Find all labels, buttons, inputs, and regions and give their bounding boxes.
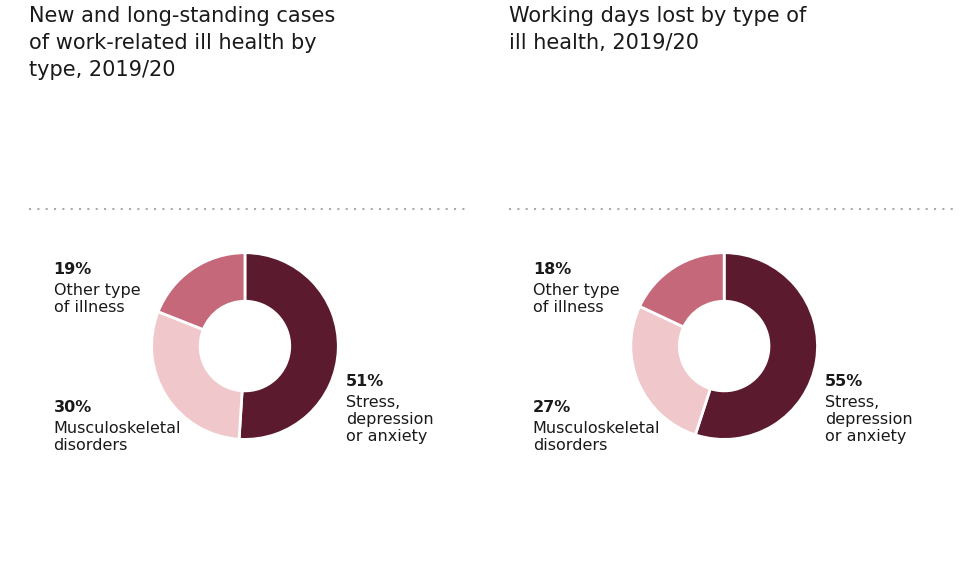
Text: Stress,
depression
or anxiety: Stress, depression or anxiety [825,395,912,444]
Text: New and long-standing cases
of work-related ill health by
type, 2019/20: New and long-standing cases of work-rela… [29,6,335,80]
Wedge shape [158,253,244,329]
Wedge shape [238,253,338,439]
Wedge shape [151,312,242,439]
Text: 18%: 18% [532,262,571,277]
Text: Musculoskeletal
disorders: Musculoskeletal disorders [532,421,659,453]
Wedge shape [695,253,817,439]
Text: 51%: 51% [346,374,384,389]
Text: Other type
of illness: Other type of illness [54,283,140,315]
Text: Stress,
depression
or anxiety: Stress, depression or anxiety [346,395,433,444]
Text: Other type
of illness: Other type of illness [532,283,618,315]
Text: Working days lost by type of
ill health, 2019/20: Working days lost by type of ill health,… [508,6,805,53]
Text: 27%: 27% [532,400,571,415]
Wedge shape [639,253,723,327]
Text: 30%: 30% [54,400,92,415]
Wedge shape [630,307,709,435]
Text: 19%: 19% [54,262,92,277]
Text: 55%: 55% [825,374,863,389]
Text: Musculoskeletal
disorders: Musculoskeletal disorders [54,421,181,453]
